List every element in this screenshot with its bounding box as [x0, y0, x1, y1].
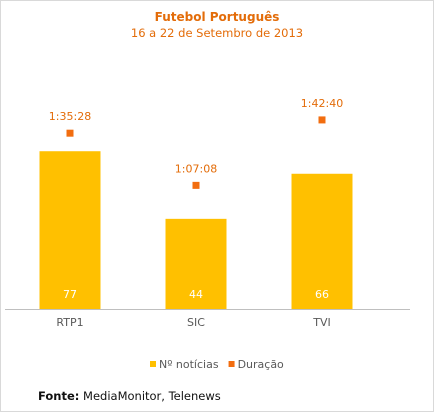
duration-marker-sic	[192, 181, 200, 189]
duration-marker-rtp1	[66, 129, 74, 137]
bar-value-label-rtp1: 77	[63, 288, 77, 301]
bar-tvi	[291, 173, 353, 309]
source-label: Fonte:	[38, 389, 80, 403]
legend-label-noticias: Nº notícias	[159, 358, 219, 371]
bar-value-label-sic: 44	[189, 288, 203, 301]
chart-title: Futebol Português	[154, 10, 280, 24]
legend-swatch-duracao	[228, 361, 235, 367]
duration-label-sic: 1:07:08	[175, 162, 217, 175]
legend-swatch-noticias	[150, 361, 156, 367]
duration-label-tvi: 1:42:40	[301, 97, 343, 110]
legend-label-duracao: Duração	[238, 358, 284, 371]
bar-rtp1	[39, 151, 101, 309]
duration-marker-tvi	[318, 116, 326, 124]
category-label-sic: SIC	[187, 316, 205, 329]
bar-value-label-tvi: 66	[315, 288, 329, 301]
category-label-rtp1: RTP1	[56, 316, 83, 329]
chart-subtitle: 16 a 22 de Setembro de 2013	[130, 26, 304, 40]
source-text: MediaMonitor, Telenews	[83, 389, 221, 403]
duration-label-rtp1: 1:35:28	[49, 110, 91, 123]
category-label-tvi: TVI	[312, 316, 331, 329]
bar-sic	[165, 218, 227, 309]
source-note: Fonte: MediaMonitor, Telenews	[38, 389, 221, 403]
